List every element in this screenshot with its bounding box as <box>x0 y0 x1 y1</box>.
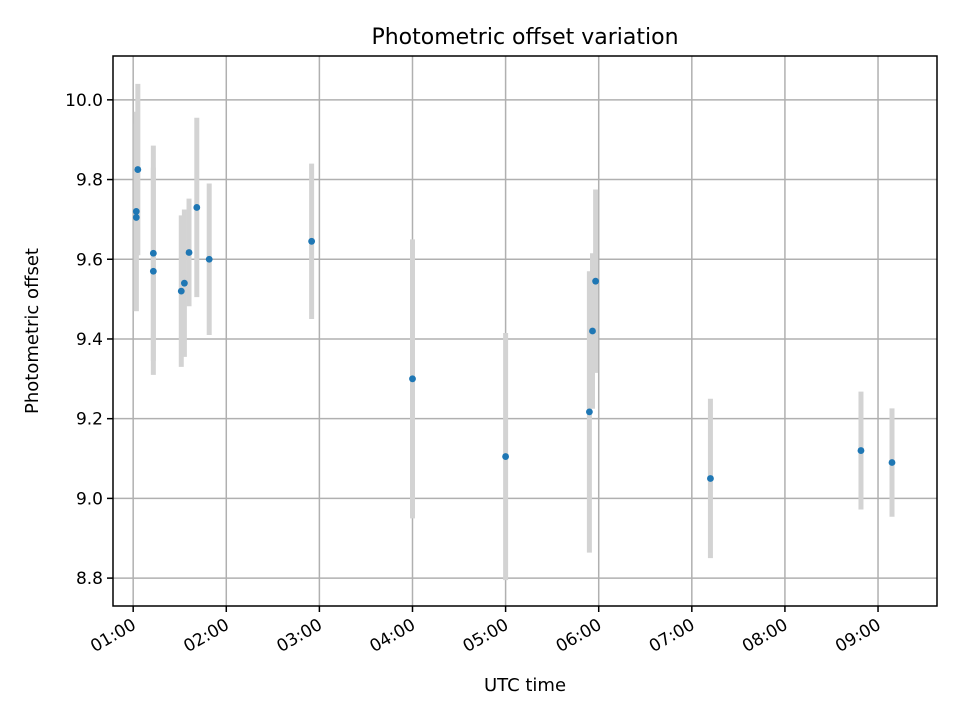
data-point <box>707 475 714 482</box>
x-axis-label: UTC time <box>484 675 566 696</box>
data-point <box>193 204 201 211</box>
y-tick-label: 8.8 <box>76 569 103 589</box>
y-tick-label: 9.2 <box>76 410 103 430</box>
y-tick-label: 9.4 <box>76 330 103 350</box>
data-point <box>585 408 593 416</box>
plot-frame <box>112 55 938 607</box>
data-point <box>149 267 157 275</box>
data-point <box>149 249 157 257</box>
data-point <box>177 287 185 295</box>
data-point <box>308 237 316 245</box>
data-point <box>592 277 600 285</box>
data-point <box>132 214 140 221</box>
data-point <box>205 255 213 263</box>
data-point <box>888 459 896 466</box>
y-tick-label: 9.8 <box>76 171 103 191</box>
chart-title: Photometric offset variation <box>371 25 678 50</box>
y-tick-label: 9.0 <box>76 489 103 509</box>
data-point <box>589 327 596 335</box>
data-point <box>132 208 140 215</box>
grid <box>113 56 937 606</box>
y-axis-label: Photometric offset <box>22 248 43 414</box>
data-point <box>409 375 416 383</box>
data-point <box>502 453 510 460</box>
data-point <box>857 447 865 454</box>
data-points <box>132 166 896 482</box>
data-point <box>180 279 188 287</box>
data-point <box>185 249 193 256</box>
y-tick-label: 9.6 <box>76 250 103 270</box>
y-tick-label: 10.0 <box>65 91 103 111</box>
data-point <box>134 166 142 173</box>
y-axis-ticks: 8.8 9.0 9.2 9.4 9.6 9.8 10.0 <box>65 91 113 589</box>
